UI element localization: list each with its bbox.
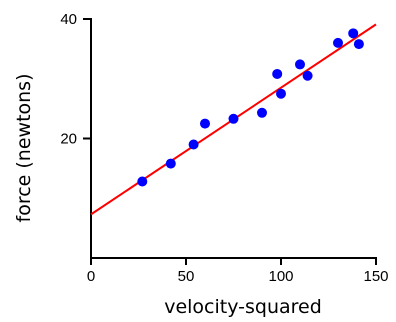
data-point	[333, 37, 343, 48]
y-tick-label: 40	[60, 11, 77, 28]
data-points	[137, 28, 364, 187]
data-point	[295, 59, 305, 70]
data-point	[353, 39, 364, 50]
x-tick-label: 150	[363, 268, 388, 285]
x-axis-title: velocity-squared	[164, 296, 322, 318]
x-tick-label: 100	[268, 268, 293, 285]
y-axis-title: force (newtons)	[13, 74, 35, 223]
y-tick-label: 20	[60, 131, 77, 148]
data-point	[228, 113, 239, 124]
data-point	[165, 158, 176, 169]
data-point	[272, 68, 283, 79]
data-point	[188, 139, 199, 150]
data-point	[200, 118, 210, 129]
x-tick-label: 0	[87, 268, 95, 285]
data-point	[302, 70, 313, 81]
data-point	[348, 28, 359, 39]
data-point	[137, 176, 148, 187]
x-ticks: 0 50 100 150	[87, 258, 389, 285]
axes	[90, 18, 377, 259]
data-point	[257, 107, 267, 118]
data-point	[276, 88, 286, 99]
x-tick-label: 50	[178, 268, 195, 285]
